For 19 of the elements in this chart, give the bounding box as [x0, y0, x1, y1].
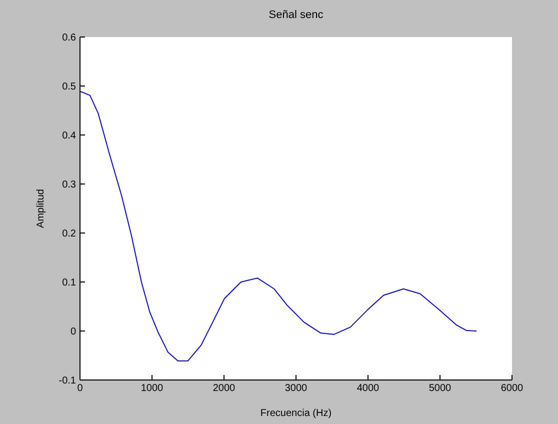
- y-tick-label: 0.3: [62, 180, 76, 191]
- x-tick-label: 6000: [500, 383, 524, 394]
- chart-title: Señal senc: [268, 9, 324, 21]
- x-tick-label: 1000: [140, 383, 164, 394]
- x-tick-label: 4000: [356, 383, 380, 394]
- y-tick-label: -0.1: [58, 376, 76, 387]
- x-tick-label: 3000: [284, 383, 308, 394]
- y-tick-label: 0.1: [62, 278, 76, 289]
- x-tick-label: 5000: [428, 383, 452, 394]
- x-axis-title: Frecuencia (Hz): [260, 408, 332, 419]
- x-tick-label: 2000: [212, 383, 236, 394]
- y-tick-label: 0.6: [62, 32, 76, 44]
- y-axis-title: Amplitud: [36, 189, 47, 228]
- y-tick-label: 0: [70, 326, 76, 338]
- y-tick-label: 0.5: [62, 82, 76, 93]
- y-tick-label: 0.2: [62, 228, 76, 240]
- x-tick-label: 0: [77, 383, 84, 394]
- line-series: [80, 90, 478, 362]
- y-tick-label: 0.4: [62, 130, 76, 142]
